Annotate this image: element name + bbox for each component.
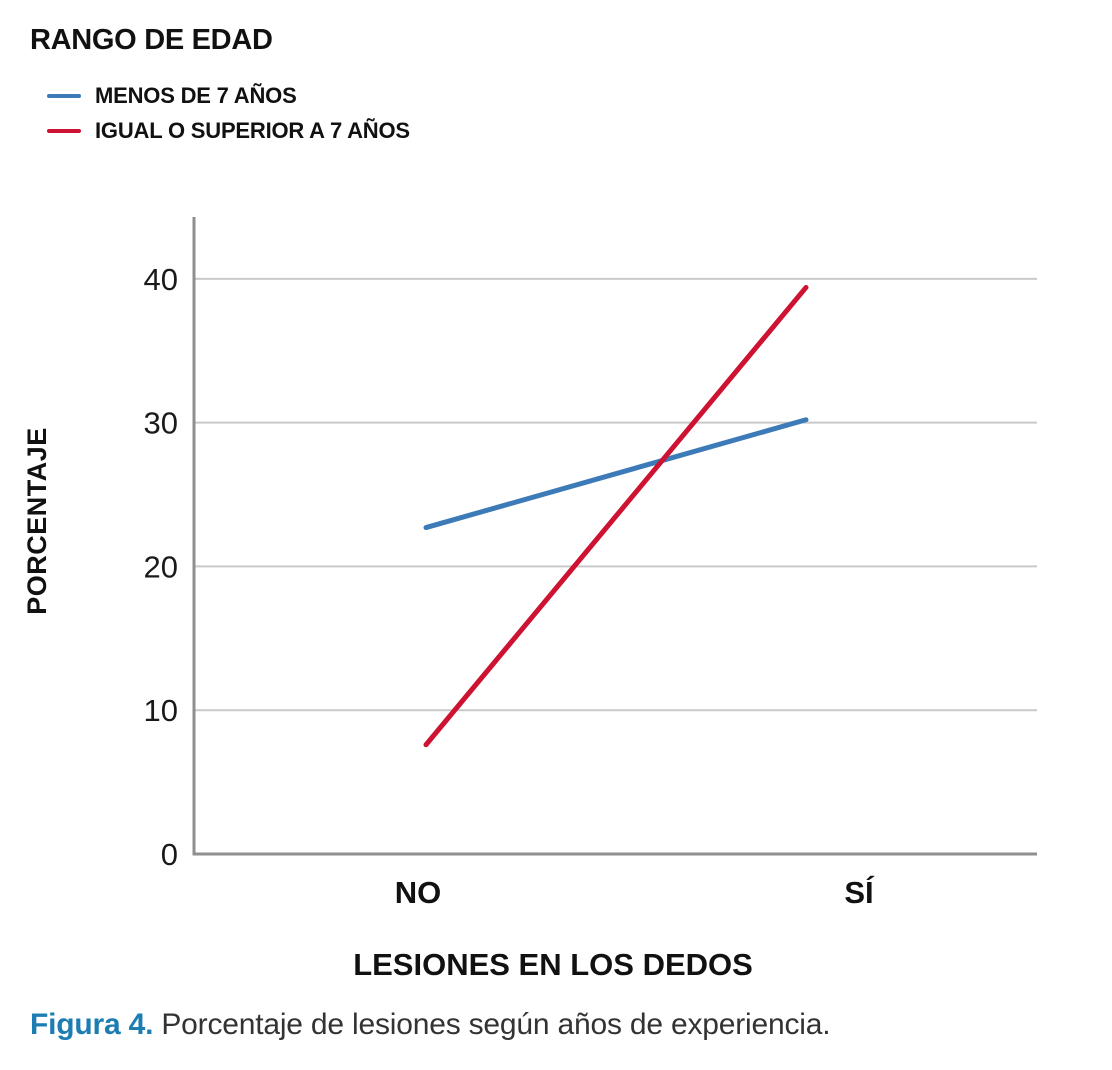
x-category-label: NO	[395, 875, 442, 910]
y-tick-label: 40	[144, 262, 178, 297]
x-category-labels: NO SÍ	[395, 875, 875, 910]
series-line-0	[423, 417, 809, 531]
y-tick-labels: 0 10 20 30 40	[144, 262, 178, 872]
series-line-1	[423, 284, 809, 748]
legend-items: MENOS DE 7 AÑOS IGUAL O SUPERIOR A 7 AÑO…	[47, 83, 410, 144]
legend-item-igual-superior-7: IGUAL O SUPERIOR A 7 AÑOS	[47, 118, 410, 144]
legend-item-label: MENOS DE 7 AÑOS	[95, 83, 297, 108]
gridlines	[194, 277, 1037, 712]
x-category-label: SÍ	[844, 875, 875, 910]
legend-item-menos-de-7: MENOS DE 7 AÑOS	[47, 83, 410, 109]
series-lines	[423, 284, 809, 748]
legend-item-label: IGUAL O SUPERIOR A 7 AÑOS	[95, 118, 410, 143]
y-axis-title: PORCENTAJE	[22, 427, 52, 615]
y-tick-label: 30	[144, 406, 178, 441]
y-tick-label: 20	[144, 549, 178, 584]
legend: RANGO DE EDAD MENOS DE 7 AÑOS IGUAL O SU…	[30, 24, 410, 144]
figure-caption: Figura 4. Porcentaje de lesiones según a…	[30, 1008, 831, 1042]
legend-line-swatch-blue	[47, 94, 81, 98]
y-tick-label: 10	[144, 693, 178, 728]
legend-title: RANGO DE EDAD	[30, 24, 273, 56]
y-tick-label: 0	[161, 837, 178, 872]
legend-line-swatch-red	[47, 129, 81, 133]
figure-caption-text: Porcentaje de lesiones según años de exp…	[153, 1008, 831, 1041]
figure-caption-number: Figura 4.	[30, 1008, 154, 1041]
x-axis-title: LESIONES EN LOS DEDOS	[353, 947, 753, 982]
